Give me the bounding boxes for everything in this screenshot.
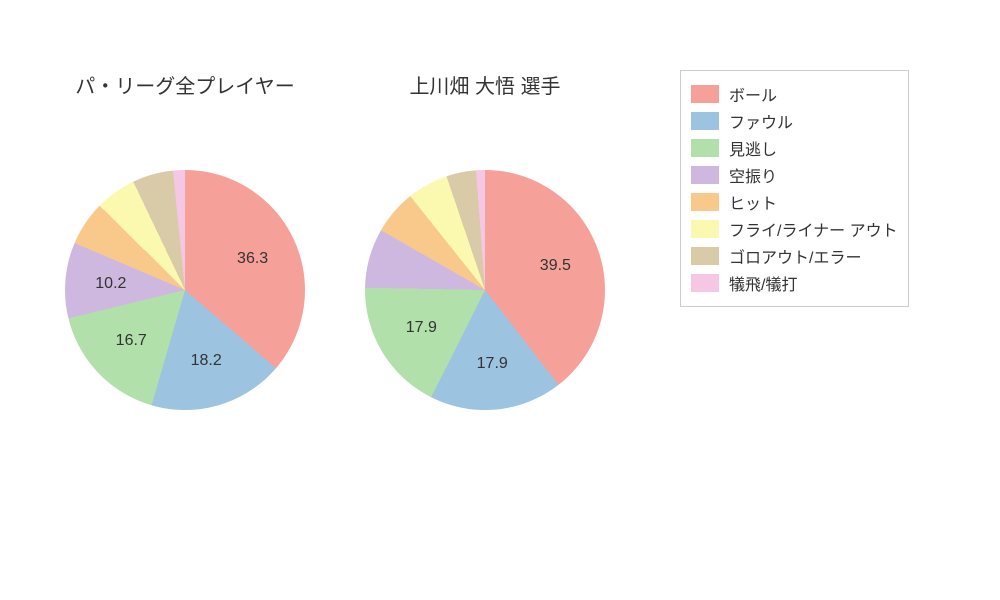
slice-label-league-ball: 36.3	[237, 250, 268, 268]
legend-swatch-ball	[691, 85, 719, 103]
slice-label-player-foul: 17.9	[477, 355, 508, 373]
slice-label-league-swinging: 10.2	[95, 275, 126, 293]
pie-title-player: 上川畑 大悟 選手	[409, 70, 560, 99]
legend-label-fly_out: フライ/ライナー アウト	[729, 217, 898, 241]
slice-label-league-looking: 16.7	[116, 332, 147, 350]
legend-item-hit: ヒット	[691, 190, 898, 214]
legend-swatch-hit	[691, 193, 719, 211]
pie-player	[365, 170, 605, 410]
legend-label-swinging: 空振り	[729, 163, 777, 187]
slice-label-league-foul: 18.2	[191, 352, 222, 370]
legend-item-ball: ボール	[691, 82, 898, 106]
legend-swatch-fly_out	[691, 220, 719, 238]
legend-swatch-swinging	[691, 166, 719, 184]
legend-item-foul: ファウル	[691, 109, 898, 133]
legend-item-swinging: 空振り	[691, 163, 898, 187]
legend-item-fly_out: フライ/ライナー アウト	[691, 217, 898, 241]
legend-swatch-ground_out	[691, 247, 719, 265]
legend-item-ground_out: ゴロアウト/エラー	[691, 244, 898, 268]
legend-swatch-looking	[691, 139, 719, 157]
legend-label-sacrifice: 犠飛/犠打	[729, 271, 797, 295]
legend-swatch-foul	[691, 112, 719, 130]
pie-title-league: パ・リーグ全プレイヤー	[75, 70, 294, 99]
legend-swatch-sacrifice	[691, 274, 719, 292]
legend-label-ball: ボール	[729, 82, 777, 106]
slice-label-player-looking: 17.9	[406, 319, 437, 337]
legend-label-foul: ファウル	[729, 109, 793, 133]
legend: ボールファウル見逃し空振りヒットフライ/ライナー アウトゴロアウト/エラー犠飛/…	[680, 70, 909, 307]
legend-item-looking: 見逃し	[691, 136, 898, 160]
legend-label-ground_out: ゴロアウト/エラー	[729, 244, 861, 268]
legend-label-hit: ヒット	[729, 190, 777, 214]
chart-container: パ・リーグ全プレイヤー 36.3 18.2 16.7 10.2 上川畑 大悟 選手 39.5…	[0, 0, 1000, 600]
slice-label-player-ball: 39.5	[540, 257, 571, 275]
legend-item-sacrifice: 犠飛/犠打	[691, 271, 898, 295]
legend-label-looking: 見逃し	[729, 136, 777, 160]
